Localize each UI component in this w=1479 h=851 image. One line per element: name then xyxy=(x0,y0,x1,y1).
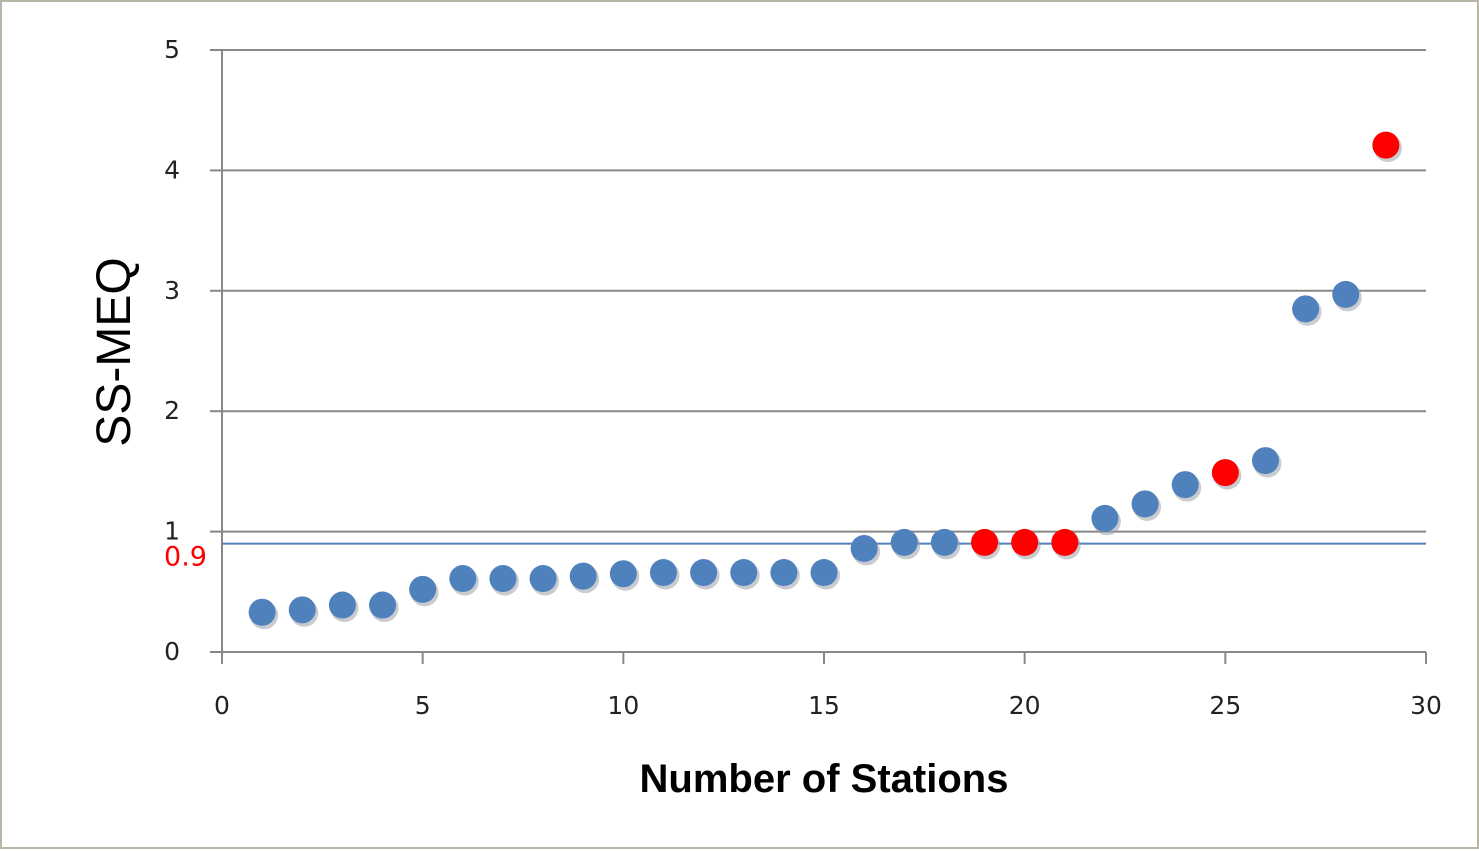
x-axis-title: Number of Stations xyxy=(640,757,1009,801)
axes xyxy=(210,49,1427,664)
x-tick-label: 25 xyxy=(1209,691,1241,720)
data-point xyxy=(649,559,677,587)
tick-labels: 0 1 2 3 4 5 0 5 10 15 20 25 30 xyxy=(164,35,1442,720)
data-point xyxy=(489,565,517,593)
data-point xyxy=(1292,295,1320,323)
x-tick-label: 10 xyxy=(607,691,639,720)
data-point xyxy=(1251,447,1279,475)
data-point xyxy=(248,598,276,626)
y-tick-label: 5 xyxy=(164,35,180,64)
data-point xyxy=(850,534,878,562)
x-tick-label: 15 xyxy=(808,691,840,720)
x-tick-label: 30 xyxy=(1410,691,1442,720)
x-tick-label: 0 xyxy=(214,691,230,720)
data-point xyxy=(810,559,838,587)
data-point xyxy=(529,565,557,593)
data-point xyxy=(328,591,356,619)
data-point-highlighted xyxy=(1051,528,1079,556)
data-point xyxy=(449,565,477,593)
y-tick-label: 3 xyxy=(164,276,180,305)
y-tick-label: 2 xyxy=(164,396,180,425)
data-point xyxy=(730,559,758,587)
data-point xyxy=(609,560,637,588)
data-point xyxy=(1171,471,1199,499)
y-tick-label: 4 xyxy=(164,155,180,184)
data-point-highlighted xyxy=(1011,528,1039,556)
y-axis-title: SS-MEQ xyxy=(88,257,141,446)
x-tick-label: 5 xyxy=(415,691,431,720)
data-point xyxy=(1131,490,1159,518)
data-point xyxy=(288,596,316,624)
data-point xyxy=(890,528,918,556)
gridlines xyxy=(222,49,1426,533)
y-tick-label: 1 xyxy=(164,517,180,546)
x-tick-label: 20 xyxy=(1009,691,1041,720)
data-point xyxy=(1091,504,1119,532)
data-point-highlighted xyxy=(1211,459,1239,487)
reference-line-label: 0.9 xyxy=(164,542,207,573)
data-point xyxy=(930,528,958,556)
data-point xyxy=(1332,280,1360,308)
data-point-highlighted xyxy=(971,528,999,556)
reference-line-group: 0.9 xyxy=(164,542,1426,573)
data-point xyxy=(569,562,597,590)
data-point xyxy=(690,559,718,587)
data-point-highlighted xyxy=(1372,131,1400,159)
data-points xyxy=(248,131,1402,630)
data-point xyxy=(409,575,437,603)
y-tick-label: 0 xyxy=(164,637,180,666)
data-point xyxy=(369,591,397,619)
data-point xyxy=(770,559,798,587)
